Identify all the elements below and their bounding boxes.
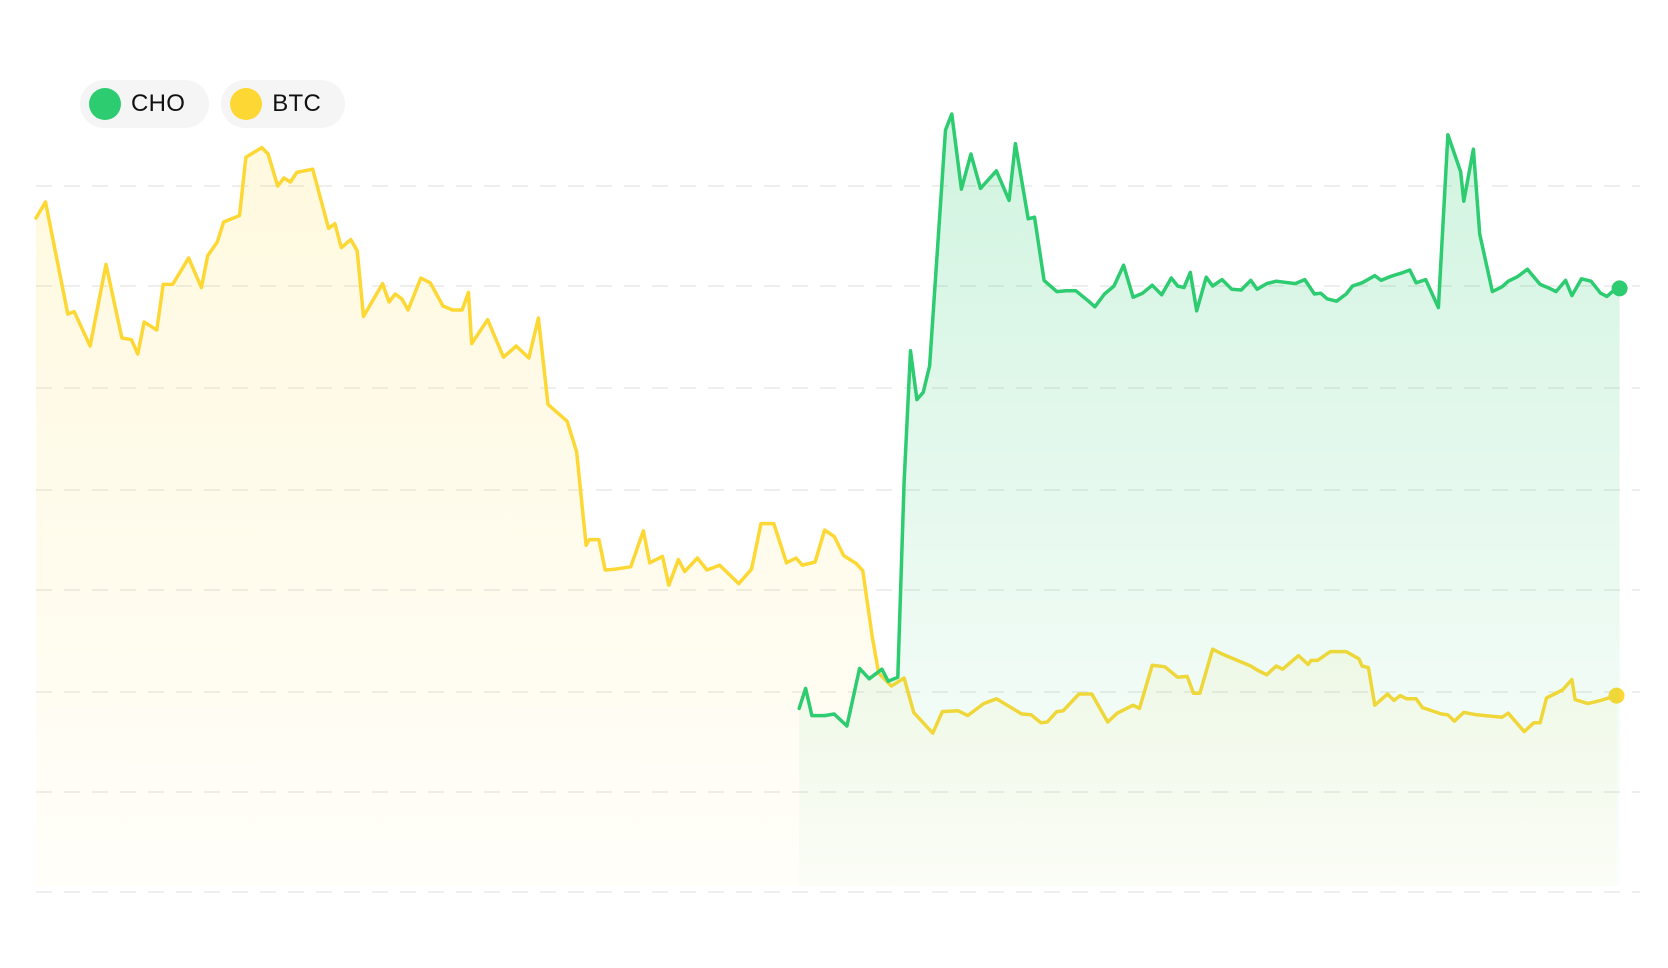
legend-label-cho: CHO <box>131 90 186 117</box>
area-fill-cho <box>799 114 1620 886</box>
series-line-cho[interactable] <box>797 112 1622 728</box>
series-layer <box>34 112 1628 887</box>
end-point-cho[interactable] <box>1611 280 1628 297</box>
chart-legend: CHO BTC <box>80 80 346 128</box>
legend-item-cho[interactable]: CHO <box>80 80 210 128</box>
legend-swatch-cho <box>89 88 121 120</box>
legend-swatch-btc <box>230 88 263 120</box>
legend-label-btc: BTC <box>272 90 322 117</box>
legend-item-btc[interactable]: BTC <box>221 80 346 128</box>
